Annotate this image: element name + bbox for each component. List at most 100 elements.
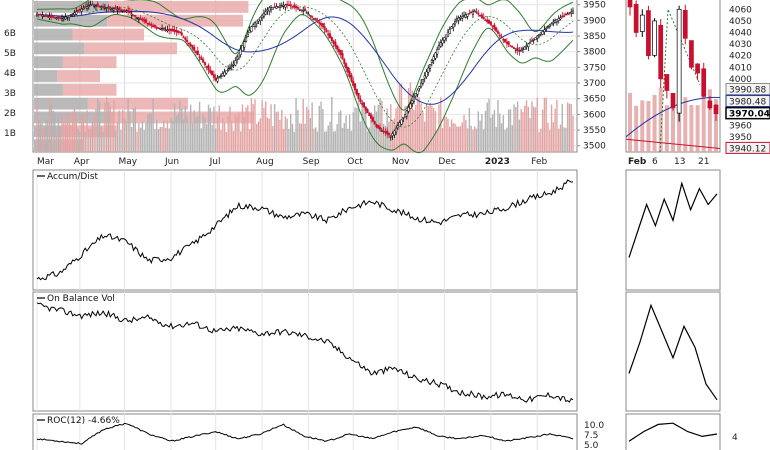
candle-body <box>150 24 153 26</box>
indicator-detail-line-0 <box>628 181 718 258</box>
volume-bar <box>325 131 328 152</box>
candle-body <box>548 24 551 27</box>
candle-body <box>514 49 517 51</box>
volume-bar <box>157 129 160 152</box>
candle-body <box>177 30 180 33</box>
candle-body <box>564 13 567 16</box>
volume-bar <box>438 104 440 152</box>
detail-volume-bar <box>646 101 651 152</box>
candle-body <box>205 66 208 68</box>
volume-bar <box>236 116 238 152</box>
volume-bar <box>547 122 549 152</box>
candle-body <box>468 12 471 15</box>
candle-body <box>191 45 194 49</box>
indicator-title-1: On Balance Vol <box>47 294 115 304</box>
volume-bar <box>381 100 383 152</box>
volume-bar <box>277 111 279 152</box>
volume-bar <box>275 111 278 152</box>
vbp-bar-down <box>34 125 63 138</box>
candle-body <box>375 124 378 128</box>
volume-bar <box>98 101 101 152</box>
volume-bar <box>320 101 322 152</box>
volume-bar <box>443 115 446 152</box>
volume-bar <box>359 121 362 152</box>
volume-bar <box>123 119 126 152</box>
volume-bar <box>59 126 61 152</box>
volume-bar <box>352 112 354 152</box>
detail-volume-bar <box>664 105 669 152</box>
volume-bar <box>172 121 174 152</box>
vbp-bar-down <box>34 1 110 13</box>
indicator-line-2 <box>36 422 574 445</box>
candle-body <box>418 86 421 89</box>
volume-bar <box>424 121 426 152</box>
candle-body <box>389 136 392 138</box>
y-tick-label: 3950 <box>583 1 606 11</box>
candle-body <box>538 34 541 37</box>
volume-bar <box>343 123 346 152</box>
volume-bar <box>366 131 369 152</box>
volume-bar <box>527 106 530 152</box>
volume-bar <box>195 116 197 152</box>
candle-body <box>311 16 314 18</box>
candle-body <box>203 62 206 66</box>
candle-body <box>312 18 315 21</box>
volume-bar <box>373 105 376 152</box>
candle-body <box>69 14 72 16</box>
candle-body <box>368 112 371 116</box>
volume-bar <box>532 106 535 152</box>
candle-body <box>116 9 119 11</box>
vbp-bar-up <box>72 28 144 41</box>
volume-bar <box>227 116 229 152</box>
volume-bar <box>181 108 183 152</box>
candle-body <box>557 18 560 22</box>
candle-body <box>78 8 81 11</box>
candle-body <box>432 56 435 61</box>
volume-bar <box>229 106 231 152</box>
volume-bar <box>127 98 129 152</box>
candle-body <box>93 5 96 7</box>
candle-body <box>307 13 310 16</box>
volume-bar <box>341 127 344 152</box>
volume-bar <box>356 107 358 152</box>
volume-bar <box>348 114 351 152</box>
candle-body <box>470 11 473 14</box>
candle-body <box>550 23 553 26</box>
candle-body <box>571 10 575 14</box>
volume-bar <box>556 99 558 152</box>
volume-bar <box>422 112 424 152</box>
detail-candle-body <box>639 14 645 32</box>
volume-bar <box>88 128 90 152</box>
volume-bar <box>315 127 317 152</box>
volume-bar <box>316 131 319 152</box>
candle-body <box>248 30 251 34</box>
candle-body <box>175 30 178 33</box>
volume-bar <box>298 123 301 152</box>
candle-body <box>264 11 267 15</box>
volume-bar <box>50 103 52 152</box>
candle-body <box>334 41 337 47</box>
volume-bar <box>336 124 338 152</box>
volume-bar <box>361 101 363 152</box>
volume-bar <box>107 102 110 152</box>
volume-bar <box>84 131 86 152</box>
volume-bar <box>549 129 551 152</box>
candle-body <box>57 16 60 19</box>
volume-bar <box>214 128 217 152</box>
candle-body <box>566 13 569 16</box>
x-tick-label: May <box>119 157 138 167</box>
volume-bar <box>75 114 78 152</box>
candle-body <box>239 48 242 55</box>
detail-x-tick-label: 13 <box>674 157 685 167</box>
vbp-bar-up <box>62 56 117 69</box>
candle-body <box>446 31 449 37</box>
volume-bar <box>375 111 378 152</box>
candle-body <box>477 12 480 15</box>
volume-bar <box>425 103 428 152</box>
indicator-line-0 <box>36 179 574 281</box>
candle-body <box>293 4 296 8</box>
candle-body <box>328 33 332 39</box>
volume-bar <box>450 119 453 152</box>
volume-bar <box>66 113 69 152</box>
